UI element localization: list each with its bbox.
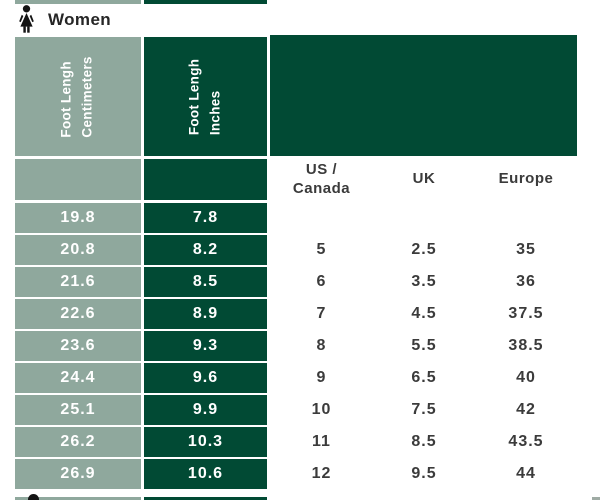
europe-size-cell: 37.5 (508, 305, 544, 322)
inch-cell: 8.2 (144, 235, 267, 265)
next-table-header-fragment-cm (15, 497, 141, 500)
bottom-right-fragment (592, 497, 600, 500)
size-table-body: 19.8 7.8 20.8 8.2 5 2.5 35 21.6 8.5 6 3.… (15, 203, 577, 491)
section-title: Women (48, 10, 112, 29)
inch-cell: 10.3 (144, 427, 267, 457)
header-foot-length-inches: Foot Lengh Inches (144, 37, 267, 156)
europe-size-cell: 42 (516, 401, 536, 418)
us-size-cell (270, 203, 373, 233)
uk-size-cell (373, 203, 475, 233)
uk-size-cell: 4.5 (411, 305, 437, 322)
header-sizes-block (270, 35, 577, 156)
section-header: Women (16, 4, 111, 36)
table-row: 19.8 7.8 (15, 203, 577, 233)
us-size-cell: 6 (316, 273, 327, 290)
uk-size-cell: 6.5 (411, 369, 437, 386)
table-row: 23.6 9.3 8 5.5 38.5 (15, 331, 577, 361)
us-size-cell: 12 (311, 465, 332, 482)
cm-cell: 20.8 (15, 235, 141, 265)
us-size-cell: 5 (316, 241, 327, 258)
table-row: 21.6 8.5 6 3.5 36 (15, 267, 577, 297)
previous-table-row-fragment-cm (15, 0, 141, 4)
header-foot-length-inches-label: Foot Lengh Inches (186, 58, 223, 135)
europe-size-cell: 44 (516, 465, 536, 482)
cm-cell: 25.1 (15, 395, 141, 425)
cm-cell: 24.4 (15, 363, 141, 393)
inch-cell: 8.9 (144, 299, 267, 329)
cm-cell: 21.6 (15, 267, 141, 297)
table-row: 25.1 9.9 10 7.5 42 (15, 395, 577, 425)
table-row: 26.2 10.3 11 8.5 43.5 (15, 427, 577, 457)
us-size-cell: 8 (316, 337, 327, 354)
cm-cell: 26.2 (15, 427, 141, 457)
europe-size-cell: 40 (516, 369, 536, 386)
woman-icon (16, 5, 37, 35)
table-row: 20.8 8.2 5 2.5 35 (15, 235, 577, 265)
inch-cell: 10.6 (144, 459, 267, 489)
europe-size-cell: 36 (516, 273, 536, 290)
uk-size-cell: 5.5 (411, 337, 437, 354)
cm-cell: 23.6 (15, 331, 141, 361)
table-row: 24.4 9.6 9 6.5 40 (15, 363, 577, 393)
table-row: 26.9 10.6 12 9.5 44 (15, 459, 577, 489)
us-size-cell: 10 (311, 401, 332, 418)
column-header-uk: UK (412, 170, 436, 188)
europe-size-cell (475, 203, 577, 233)
uk-size-cell: 2.5 (411, 241, 437, 258)
header-foot-length-centimeters: Foot Lengh Centimeters (15, 37, 141, 156)
europe-size-cell: 43.5 (508, 433, 544, 450)
uk-size-cell: 8.5 (411, 433, 437, 450)
man-icon-partial (28, 494, 39, 500)
inch-cell: 7.8 (144, 203, 267, 233)
uk-size-cell: 7.5 (411, 401, 437, 418)
column-header-us-canada: US / Canada (292, 160, 351, 197)
europe-size-cell: 38.5 (508, 337, 544, 354)
us-size-cell: 7 (316, 305, 327, 322)
uk-size-cell: 3.5 (411, 273, 437, 290)
inch-cell: 9.6 (144, 363, 267, 393)
cm-cell: 26.9 (15, 459, 141, 489)
column-header-europe: Europe (498, 170, 554, 188)
cm-cell: 19.8 (15, 203, 141, 233)
subheader-inches-empty-cell (144, 159, 267, 200)
previous-table-row-fragment-inches (144, 0, 267, 4)
table-row: 22.6 8.9 7 4.5 37.5 (15, 299, 577, 329)
next-table-header-fragment-inches (144, 497, 267, 500)
subheader-cm-empty-cell (15, 159, 141, 200)
uk-size-cell: 9.5 (411, 465, 437, 482)
inch-cell: 9.9 (144, 395, 267, 425)
europe-size-cell: 35 (516, 241, 536, 258)
inch-cell: 9.3 (144, 331, 267, 361)
us-size-cell: 11 (312, 433, 331, 450)
us-size-cell: 9 (316, 369, 327, 386)
inch-cell: 8.5 (144, 267, 267, 297)
cm-cell: 22.6 (15, 299, 141, 329)
header-foot-length-centimeters-label: Foot Lengh Centimeters (59, 55, 95, 138)
